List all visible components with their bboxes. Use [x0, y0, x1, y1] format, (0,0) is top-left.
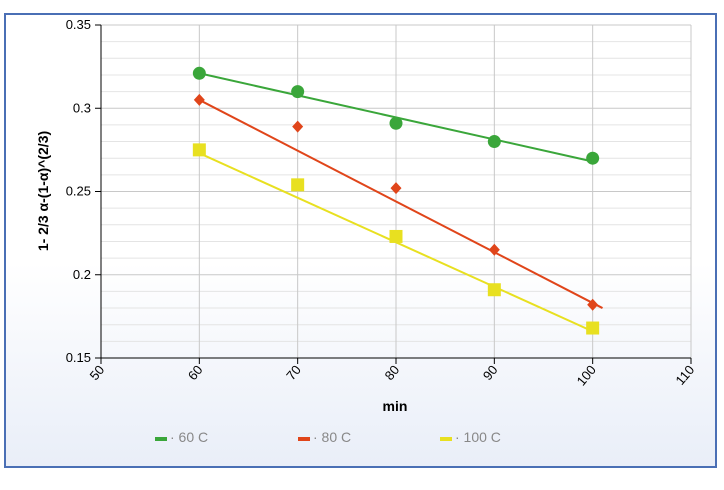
legend-item[interactable]: · 100 C — [440, 429, 501, 445]
legend: · 60 C · 80 C · 100 C — [155, 429, 501, 445]
y-tick-label: 0.25 — [66, 184, 91, 199]
series-1 — [193, 93, 603, 311]
data-point — [193, 93, 205, 106]
data-point — [487, 135, 501, 149]
legend-swatch — [155, 437, 167, 441]
legend-item[interactable]: · 60 C — [155, 429, 208, 445]
x-tick-label: 50 — [87, 362, 108, 383]
y-tick-label: 0.35 — [66, 17, 91, 32]
trendline — [198, 99, 603, 309]
y-tick-label: 0.3 — [73, 100, 91, 115]
series-layer — [192, 66, 603, 335]
data-point — [291, 178, 305, 192]
x-tick-label: 90 — [480, 362, 501, 383]
data-point — [292, 120, 304, 133]
data-point — [192, 66, 206, 80]
data-point — [389, 229, 403, 243]
x-tick-label: 100 — [574, 362, 599, 388]
data-point — [390, 182, 402, 195]
y-tick-label: 0.15 — [66, 350, 91, 365]
x-tick-label: 110 — [672, 362, 697, 388]
data-point — [587, 298, 599, 311]
legend-label: · 80 C — [313, 429, 351, 445]
y-tick-label: 0.2 — [73, 267, 91, 282]
series-2 — [192, 143, 600, 335]
legend-swatch — [440, 437, 452, 441]
axes: 0.15 0.2 0.25 0.3 0.35 50 60 70 80 90 100 110 — [66, 17, 698, 389]
legend-item[interactable]: · 80 C — [298, 429, 351, 445]
data-point — [291, 85, 305, 99]
data-point — [586, 151, 600, 165]
data-point — [488, 243, 500, 256]
x-axis-title: min — [383, 398, 408, 414]
data-point — [192, 143, 206, 157]
data-point — [586, 321, 600, 335]
legend-swatch — [298, 437, 310, 441]
x-tick-label: 70 — [283, 362, 304, 383]
chart-frame — [4, 13, 717, 468]
data-point — [487, 283, 501, 297]
legend-label: · 60 C — [170, 429, 208, 445]
y-axis-title: 1- 2/3 α-(1-α)^(2/3) — [35, 131, 51, 251]
data-point — [389, 116, 403, 130]
series-0 — [192, 66, 600, 165]
legend-label: · 100 C — [455, 429, 501, 445]
x-tick-label: 60 — [185, 362, 206, 383]
x-tick-label: 80 — [382, 362, 403, 383]
